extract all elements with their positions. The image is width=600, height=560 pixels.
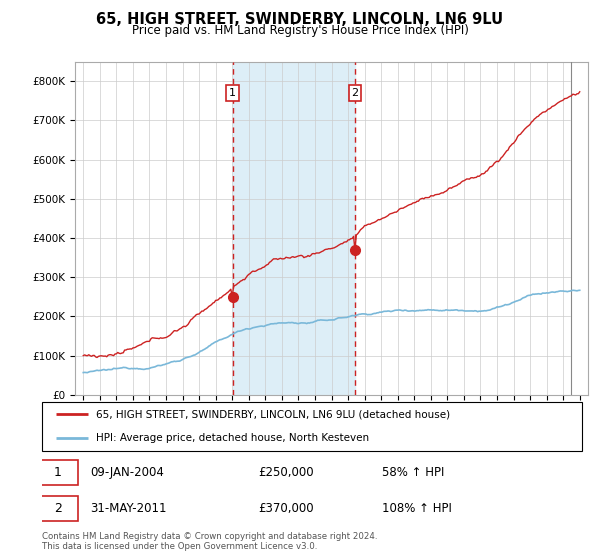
- FancyBboxPatch shape: [38, 496, 78, 521]
- Bar: [571, 62, 588, 395]
- Text: Price paid vs. HM Land Registry's House Price Index (HPI): Price paid vs. HM Land Registry's House …: [131, 24, 469, 37]
- FancyBboxPatch shape: [42, 402, 582, 451]
- Text: 1: 1: [229, 88, 236, 98]
- Bar: [571, 62, 588, 395]
- Text: 31-MAY-2011: 31-MAY-2011: [91, 502, 167, 515]
- Text: £370,000: £370,000: [258, 502, 314, 515]
- Text: 09-JAN-2004: 09-JAN-2004: [91, 466, 164, 479]
- FancyBboxPatch shape: [38, 460, 78, 485]
- Text: Contains HM Land Registry data © Crown copyright and database right 2024.
This d: Contains HM Land Registry data © Crown c…: [42, 532, 377, 552]
- Text: £250,000: £250,000: [258, 466, 314, 479]
- Text: 65, HIGH STREET, SWINDERBY, LINCOLN, LN6 9LU (detached house): 65, HIGH STREET, SWINDERBY, LINCOLN, LN6…: [96, 409, 450, 419]
- Bar: [233, 62, 355, 395]
- Text: 65, HIGH STREET, SWINDERBY, LINCOLN, LN6 9LU: 65, HIGH STREET, SWINDERBY, LINCOLN, LN6…: [97, 12, 503, 27]
- Text: HPI: Average price, detached house, North Kesteven: HPI: Average price, detached house, Nort…: [96, 433, 369, 443]
- Text: 1: 1: [54, 466, 62, 479]
- Text: 2: 2: [352, 88, 359, 98]
- Text: 2: 2: [54, 502, 62, 515]
- Text: 108% ↑ HPI: 108% ↑ HPI: [382, 502, 452, 515]
- Text: 58% ↑ HPI: 58% ↑ HPI: [382, 466, 445, 479]
